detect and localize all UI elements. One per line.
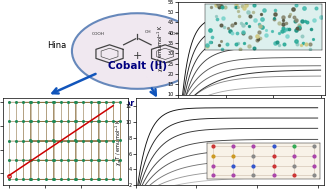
Text: COOH: COOH: [170, 32, 183, 36]
Text: Cobalt (II): Cobalt (II): [108, 61, 167, 71]
Text: +: +: [133, 51, 142, 61]
Y-axis label: $\chi_m T$ / emu mol$^{-1}$ K: $\chi_m T$ / emu mol$^{-1}$ K: [113, 118, 124, 166]
X-axis label: T / K: T / K: [245, 105, 259, 110]
Text: N-donor ligands: N-donor ligands: [99, 98, 169, 108]
Text: COOH: COOH: [92, 32, 105, 36]
Y-axis label: $\chi_m T$ / emu mol$^{-1}$ K: $\chi_m T$ / emu mol$^{-1}$ K: [156, 24, 166, 72]
Circle shape: [72, 13, 203, 89]
Text: OH: OH: [145, 30, 151, 34]
Text: Hina: Hina: [48, 41, 67, 50]
